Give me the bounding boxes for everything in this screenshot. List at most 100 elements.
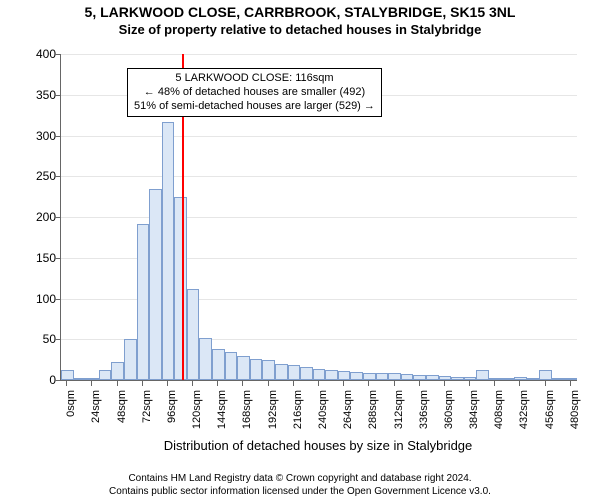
plot-area: 5 LARKWOOD CLOSE: 116sqm ← 48% of detach… [60,54,577,381]
histogram-bar [237,356,250,380]
x-tick-mark [293,381,294,386]
histogram-bar [464,377,477,380]
y-tick-mark [55,54,60,55]
y-tick-label: 150 [6,251,56,265]
x-tick-mark [91,381,92,386]
histogram-bar [451,377,464,380]
histogram-bar [275,364,288,380]
y-tick-mark [55,176,60,177]
histogram-bar [149,189,162,380]
x-tick-label: 264sqm [342,390,354,440]
histogram-bar [61,370,74,380]
x-tick-label: 144sqm [216,390,228,440]
y-tick-mark [55,95,60,96]
annotation-line3: 51% of semi-detached houses are larger (… [134,100,375,114]
x-tick-label: 456sqm [544,390,556,440]
x-tick-label: 216sqm [292,390,304,440]
y-tick-mark [55,299,60,300]
x-tick-label: 360sqm [443,390,455,440]
x-tick-label: 312sqm [393,390,405,440]
x-tick-mark [494,381,495,386]
x-tick-mark [444,381,445,386]
y-tick-label: 350 [6,88,56,102]
page-subtitle: Size of property relative to detached ho… [0,22,600,37]
x-tick-mark [343,381,344,386]
y-tick-label: 200 [6,210,56,224]
x-tick-mark [570,381,571,386]
histogram-bar [338,371,351,380]
histogram-bar [476,370,489,380]
histogram-bar [350,372,363,380]
histogram-bar [325,370,338,380]
histogram-bar [199,338,212,380]
y-tick-mark [55,380,60,381]
x-axis-label: Distribution of detached houses by size … [60,438,576,453]
histogram-bar [514,377,527,380]
histogram-bar [489,378,502,380]
histogram-bar [527,378,540,380]
histogram-bar [501,378,514,380]
y-tick-label: 250 [6,169,56,183]
x-tick-mark [242,381,243,386]
y-tick-label: 400 [6,47,56,61]
y-tick-mark [55,217,60,218]
y-tick-label: 50 [6,332,56,346]
histogram-bar [439,376,452,380]
x-tick-mark [545,381,546,386]
x-tick-label: 48sqm [116,390,128,440]
x-tick-label: 192sqm [267,390,279,440]
histogram-bar [313,369,326,380]
x-tick-label: 408sqm [493,390,505,440]
histogram-bar [187,289,200,380]
histogram-bar [99,370,112,380]
footer-line1: Contains HM Land Registry data © Crown c… [0,473,600,486]
x-tick-mark [419,381,420,386]
histogram-bar [174,197,187,380]
x-tick-label: 24sqm [90,390,102,440]
x-tick-label: 288sqm [367,390,379,440]
histogram-bar [162,122,175,380]
histogram-bar [413,375,426,380]
histogram-bar [124,339,137,380]
histogram-bar [262,360,275,380]
y-tick-mark [55,136,60,137]
x-tick-mark [469,381,470,386]
attribution-footer: Contains HM Land Registry data © Crown c… [0,473,600,498]
histogram-bar [137,224,150,380]
x-tick-mark [368,381,369,386]
x-tick-mark [142,381,143,386]
chart-container: Number of detached properties 5 LARKWOOD… [0,44,600,460]
y-tick-mark [55,339,60,340]
gridline [61,54,577,55]
x-tick-mark [117,381,118,386]
page-title-address: 5, LARKWOOD CLOSE, CARRBROOK, STALYBRIDG… [0,4,600,20]
x-tick-label: 336sqm [418,390,430,440]
y-tick-label: 0 [6,373,56,387]
x-tick-mark [519,381,520,386]
histogram-bar [426,375,439,380]
histogram-bar [300,367,313,380]
x-tick-label: 72sqm [141,390,153,440]
x-tick-label: 240sqm [317,390,329,440]
histogram-bar [388,373,401,380]
footer-line2: Contains public sector information licen… [0,486,600,499]
x-tick-label: 432sqm [518,390,530,440]
histogram-bar [250,359,263,380]
x-tick-mark [394,381,395,386]
histogram-bar [539,370,552,380]
histogram-bar [111,362,124,380]
y-tick-label: 300 [6,129,56,143]
y-tick-mark [55,258,60,259]
histogram-bar [225,352,238,380]
histogram-bar [564,378,577,380]
x-tick-mark [217,381,218,386]
gridline [61,217,577,218]
x-tick-mark [167,381,168,386]
histogram-bar [212,349,225,380]
histogram-bar [74,378,87,380]
gridline [61,176,577,177]
annotation-box: 5 LARKWOOD CLOSE: 116sqm ← 48% of detach… [127,68,382,117]
x-tick-mark [318,381,319,386]
gridline [61,136,577,137]
x-tick-mark [66,381,67,386]
